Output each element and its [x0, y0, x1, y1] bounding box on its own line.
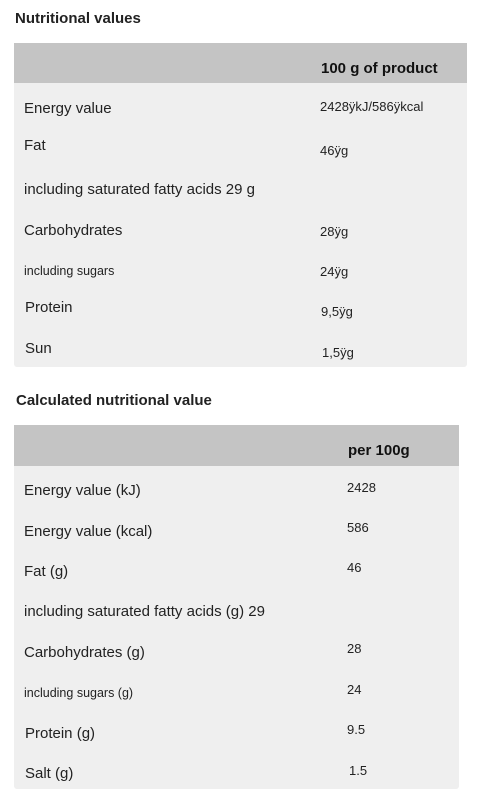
calculated-row-value-salt: 1.5: [349, 763, 368, 778]
calculated-row-label-energy-kj: Energy value (kJ): [24, 482, 141, 499]
nutrition-row-label-sun: Sun: [25, 340, 52, 357]
nutrition-title: Nutritional values: [15, 10, 141, 27]
nutrition-row-value-sun: 1,5ÿg: [322, 345, 354, 360]
nutrition-table: 100 g of product Energy value 2428ÿkJ/58…: [14, 43, 467, 367]
calculated-row-label-protein: Protein (g): [25, 725, 96, 742]
calculated-row-label-fat: Fat (g): [24, 563, 69, 580]
nutrition-row-value-energy: 2428ÿkJ/586ÿkcal: [320, 99, 424, 114]
calculated-title: Calculated nutritional value: [16, 392, 212, 409]
calculated-row-value-energy-kj: 2428: [347, 480, 376, 495]
calculated-row-label-salt: Salt (g): [25, 765, 74, 782]
calculated-table-header: per 100g: [14, 425, 459, 466]
calculated-row-value-carbohydrates: 28: [347, 641, 362, 656]
nutrition-row-label-energy: Energy value: [24, 100, 112, 117]
nutrition-row-value-sugars: 24ÿg: [320, 264, 349, 279]
calculated-row-label-energy-kcal: Energy value (kcal): [24, 523, 153, 540]
nutrition-row-value-protein: 9,5ÿg: [321, 304, 353, 319]
nutrition-row-value-fat: 46ÿg: [320, 143, 349, 158]
nutrition-column-header: 100 g of product: [321, 60, 438, 77]
calculated-row-value-fat: 46: [347, 560, 362, 575]
calculated-row-value-protein: 9.5: [347, 722, 366, 737]
nutrition-row-label-saturated: including saturated fatty acids 29 g: [24, 181, 255, 198]
nutrition-row-label-carbohydrates: Carbohydrates: [24, 222, 123, 239]
calculated-column-header: per 100g: [348, 442, 410, 459]
nutrition-row-value-carbohydrates: 28ÿg: [320, 224, 349, 239]
calculated-table: per 100g Energy value (kJ) 2428 Energy v…: [14, 425, 459, 789]
nutrition-row-label-protein: Protein: [25, 299, 73, 316]
calculated-row-value-sugars: 24: [347, 682, 362, 697]
nutrition-row-label-fat: Fat: [24, 137, 46, 154]
calculated-row-label-carbohydrates: Carbohydrates (g): [24, 644, 145, 661]
nutrition-table-header: 100 g of product: [14, 43, 467, 83]
calculated-row-label-sugars: including sugars (g): [24, 686, 134, 700]
nutrition-row-label-sugars: including sugars: [24, 264, 115, 278]
calculated-row-value-energy-kcal: 586: [347, 520, 369, 535]
calculated-row-label-saturated: including saturated fatty acids (g) 29: [24, 603, 265, 620]
